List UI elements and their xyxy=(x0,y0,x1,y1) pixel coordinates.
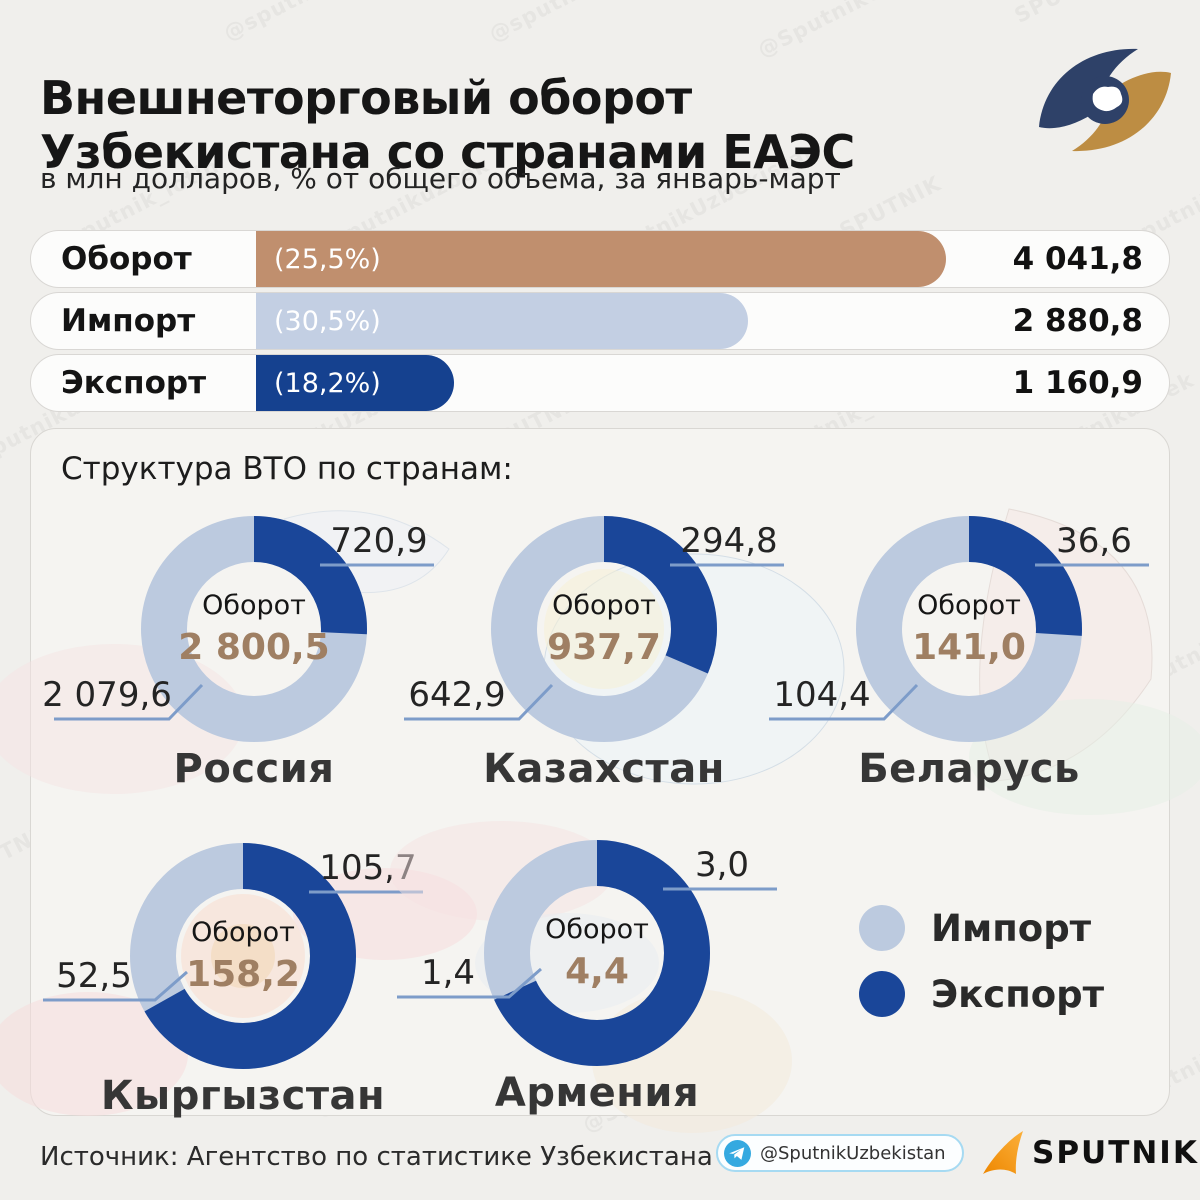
bar-fill: (18,2%) xyxy=(256,355,454,411)
donut-total-value: 937,7 xyxy=(547,627,661,668)
country-block: Оборот 158,2 105,7 52,5 Кыргызстан xyxy=(0,806,477,1156)
telegram-badge[interactable]: @SputnikUzbekistan xyxy=(716,1134,964,1172)
country-block: Оборот 4,4 3,0 1,4 Армения xyxy=(387,803,807,1153)
country-name: Россия xyxy=(173,746,335,792)
import-callout-line xyxy=(769,683,919,721)
bar-row: (30,5%) Импорт 2 880,8 xyxy=(30,292,1170,350)
legend-export-label: Экспорт xyxy=(931,972,1105,1016)
donut-total-value: 158,2 xyxy=(186,954,300,995)
import-value: 1,4 xyxy=(420,953,476,993)
donut-center-label: Оборот xyxy=(917,590,1021,621)
donut-center: Оборот 141,0 xyxy=(869,574,1069,684)
bar-value-label: 4 041,8 xyxy=(1012,241,1143,277)
bar-percent-label: (25,5%) xyxy=(274,243,381,275)
legend-item-export: Экспорт xyxy=(859,965,1104,1023)
import-callout-line xyxy=(43,970,188,1002)
export-value: 294,8 xyxy=(680,521,778,561)
donut-chart xyxy=(0,510,450,794)
import-color-dot xyxy=(859,905,905,951)
export-color-dot xyxy=(859,971,905,1017)
watermark-text: @sputnikuzbek xyxy=(485,0,668,47)
donut-export-segment xyxy=(130,843,356,1069)
donut-export-segment xyxy=(141,516,367,742)
donut-chart xyxy=(404,516,845,785)
donut-center-label: Оборот xyxy=(202,590,306,621)
export-value: 3,0 xyxy=(694,845,750,885)
donut-center: Оборот 2 800,5 xyxy=(154,574,354,684)
donut-total-value: 2 800,5 xyxy=(178,627,330,668)
import-value: 2 079,6 xyxy=(42,675,172,715)
page-subtitle: в млн долларов, % от общего объема, за я… xyxy=(40,162,841,195)
bar-value-label: 1 160,9 xyxy=(1012,365,1143,401)
donut-center-label: Оборот xyxy=(191,917,295,948)
export-value: 720,9 xyxy=(330,521,428,561)
country-name: Кыргызстан xyxy=(100,1073,386,1119)
bar-row: (18,2%) Экспорт 1 160,9 xyxy=(30,354,1170,412)
donut-chart xyxy=(0,843,477,1116)
donut-center: Оборот 4,4 xyxy=(497,898,697,1008)
bar-percent-label: (30,5%) xyxy=(274,305,381,337)
watermark-text: @sputnik_lotin xyxy=(220,0,398,45)
overview-bar-chart: (25,5%) Оборот 4 041,8 (30,5%) Импорт 2 … xyxy=(30,230,1170,416)
sputnik-wordmark: SPUTNIK xyxy=(1032,1135,1199,1171)
country-block: Оборот 141,0 36,6 104,4 Беларусь xyxy=(759,479,1200,829)
import-value: 52,5 xyxy=(56,956,132,996)
bar-row: (25,5%) Оборот 4 041,8 xyxy=(30,230,1170,288)
donut-total-value: 141,0 xyxy=(912,627,1026,668)
bar-fill: (25,5%) xyxy=(256,231,946,287)
donut-center-label: Оборот xyxy=(545,914,649,945)
bar-value-label: 2 880,8 xyxy=(1012,303,1143,339)
legend: Импорт Экспорт xyxy=(859,899,1104,1031)
import-value: 104,4 xyxy=(773,675,871,715)
donut-center: Оборот 937,7 xyxy=(504,574,704,684)
legend-item-import: Импорт xyxy=(859,899,1104,957)
donut-chart xyxy=(390,821,792,1133)
sputnik-logo: SPUTNIK xyxy=(982,1130,1199,1176)
donut-center: Оборот 158,2 xyxy=(143,901,343,1011)
country-name: Армения xyxy=(494,1070,700,1116)
legend-import-label: Импорт xyxy=(931,906,1092,950)
donut-export-segment xyxy=(856,516,1082,742)
telegram-handle: @SputnikUzbekistan xyxy=(760,1142,946,1164)
import-callout-line xyxy=(397,967,542,999)
watermark-text: @SputnikUzbekistan xyxy=(754,0,998,62)
panel-title: Структура ВТО по странам: xyxy=(61,451,513,487)
donut-chart xyxy=(769,508,1200,815)
bar-percent-label: (18,2%) xyxy=(274,367,381,399)
import-callout-line xyxy=(404,683,554,721)
source-text: Источник: Агентство по статистике Узбеки… xyxy=(40,1142,713,1172)
donut-total-value: 4,4 xyxy=(565,951,629,992)
import-callout-line xyxy=(54,683,204,721)
country-name: Казахстан xyxy=(483,746,725,792)
donut-export-segment xyxy=(491,516,717,742)
bar-category-label: Оборот xyxy=(61,241,192,277)
telegram-icon xyxy=(724,1139,751,1167)
country-block: Оборот 937,7 294,8 642,9 Казахстан xyxy=(394,479,845,829)
export-value: 36,6 xyxy=(1056,521,1132,561)
bar-fill: (30,5%) xyxy=(256,293,748,349)
bar-category-label: Экспорт xyxy=(61,365,207,401)
eaeu-logo-icon xyxy=(1039,48,1171,152)
bar-category-label: Импорт xyxy=(61,303,196,339)
sputnik-flag-icon xyxy=(983,1131,1023,1174)
page-title: Внешнеторговый оборот Узбекистана со стр… xyxy=(40,70,855,180)
country-block: Оборот 2 800,5 720,9 2 079,6 Россия xyxy=(0,479,464,829)
donut-center-label: Оборот xyxy=(552,590,656,621)
country-name: Беларусь xyxy=(858,746,1080,792)
watermark-text: SPUTNIK xyxy=(0,0,60,28)
structure-panel: Структура ВТО по странам: Оборот 2 800,5… xyxy=(0,428,1200,1133)
eaeu-logo xyxy=(1026,24,1184,180)
import-value: 642,9 xyxy=(408,675,506,715)
donut-export-segment xyxy=(484,840,710,1066)
